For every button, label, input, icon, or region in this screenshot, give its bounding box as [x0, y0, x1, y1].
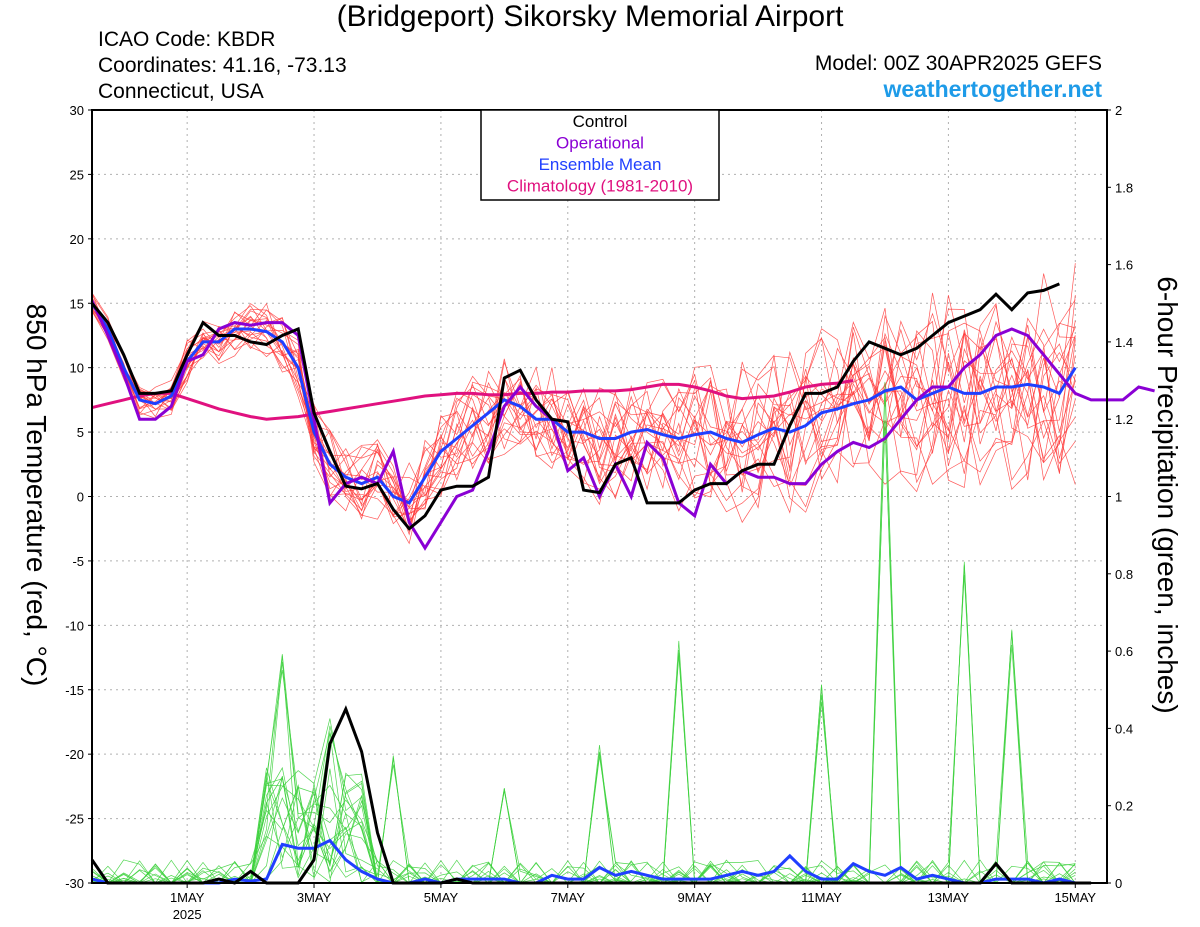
- temperature-members: [91, 263, 1076, 545]
- y-tick-label: -25: [65, 812, 84, 827]
- y-tick-label: 30: [70, 103, 84, 118]
- temperature-member-line: [91, 299, 1076, 524]
- x-tick-label: 9MAY: [677, 890, 712, 905]
- x-tick-label: 13MAY: [928, 890, 970, 905]
- y2-tick-label: 1.4: [1115, 335, 1133, 350]
- y-tick-label: -30: [65, 876, 84, 891]
- x-tick-label: 5MAY: [424, 890, 459, 905]
- temperature-member-line: [91, 263, 1076, 545]
- temperature-member-line: [91, 302, 1076, 517]
- legend-entry: Operational: [556, 134, 644, 153]
- y-tick-label: 5: [77, 425, 84, 440]
- precipitation-member-line: [91, 655, 1076, 884]
- legend-entry: Climatology (1981-2010): [507, 177, 693, 196]
- temperature-member-line: [91, 294, 1076, 505]
- x-tick-label: 15MAY: [1054, 890, 1096, 905]
- y-tick-label: -10: [65, 618, 84, 633]
- brand-link[interactable]: weathertogether.net: [883, 76, 1102, 102]
- y-tick-label: -5: [72, 554, 84, 569]
- precipitation-member-line: [91, 632, 1076, 884]
- temp-ensemble-mean-line: [90, 302, 1077, 505]
- precip-ensemble-mean-line: [91, 838, 1076, 885]
- legend-entry: Ensemble Mean: [539, 155, 662, 174]
- precipitation-member-line: [92, 561, 1076, 884]
- y-tick-label: -15: [65, 683, 84, 698]
- temp-control-line: [90, 282, 1060, 531]
- precipitation-member-line: [92, 701, 1076, 884]
- precipitation-member-line: [92, 630, 1076, 884]
- temperature-member-line: [91, 299, 1076, 517]
- axes: 302520151050-5-10-15-20-25-3021.81.61.41…: [65, 103, 1133, 922]
- legend: Control Operational Ensemble Mean Climatolo…: [480, 109, 720, 201]
- x-tick-label: 7MAY: [551, 890, 586, 905]
- model-run: Model: 00Z 30APR2025 GEFS: [814, 52, 1102, 75]
- precipitation-member-line: [91, 652, 1076, 884]
- y2-tick-label: 0.2: [1115, 799, 1133, 814]
- y2-tick-label: 1.2: [1115, 412, 1133, 427]
- precipitation-member-line: [91, 644, 1076, 884]
- temperature-member-line: [91, 292, 1076, 533]
- y2-tick-label: 2: [1115, 103, 1122, 118]
- climatology-line: [91, 379, 854, 421]
- y2-tick-label: 0.8: [1115, 567, 1133, 582]
- precipitation-member-line: [92, 640, 1076, 884]
- y-tick-label: 10: [70, 361, 84, 376]
- precipitation-member-line: [91, 694, 1076, 884]
- x-tick-sublabel: 2025: [173, 907, 202, 922]
- temp-operational-line: [90, 300, 1155, 551]
- y-tick-label: 0: [77, 490, 84, 505]
- precipitation-member-line: [91, 574, 1076, 884]
- icao-code: ICAO Code: KBDR: [98, 28, 276, 51]
- precipitation-member-line: [92, 684, 1076, 884]
- y-tick-label: 25: [70, 167, 84, 182]
- y2-tick-label: 0.4: [1115, 721, 1133, 736]
- legend-entry: Control: [573, 112, 628, 131]
- precipitation-member-line: [92, 684, 1076, 884]
- y2-tick-label: 1.8: [1115, 180, 1133, 195]
- y2-tick-label: 1: [1115, 490, 1122, 505]
- temperature-member-line: [91, 302, 1076, 536]
- precipitation-member-line: [92, 629, 1076, 884]
- y-tick-label: 15: [70, 296, 84, 311]
- legend-box: [480, 109, 720, 201]
- y-tick-label: 20: [70, 232, 84, 247]
- precipitation-member-line: [91, 565, 1076, 884]
- chart-title: (Bridgeport) Sikorsky Memorial Airport: [336, 0, 844, 33]
- precip-control-line: [90, 705, 1092, 885]
- region: Connecticut, USA: [98, 80, 264, 103]
- y2-tick-label: 0.6: [1115, 644, 1133, 659]
- x-tick-label: 11MAY: [801, 890, 842, 905]
- x-tick-label: 3MAY: [297, 890, 332, 905]
- temperature-member-line: [91, 273, 1076, 518]
- y2-tick-label: 0: [1115, 876, 1122, 891]
- y-tick-label: -20: [65, 747, 84, 762]
- coordinates: Coordinates: 41.16, -73.13: [98, 54, 347, 77]
- temperature-member-line: [91, 302, 1076, 516]
- x-tick-label: 1MAY: [170, 890, 205, 905]
- y2-tick-label: 1.6: [1115, 258, 1133, 273]
- precipitation-member-line: [91, 564, 1076, 884]
- temperature-member-line: [91, 294, 1076, 522]
- temperature-member-line: [91, 292, 1076, 527]
- precipitation-member-line: [91, 649, 1076, 884]
